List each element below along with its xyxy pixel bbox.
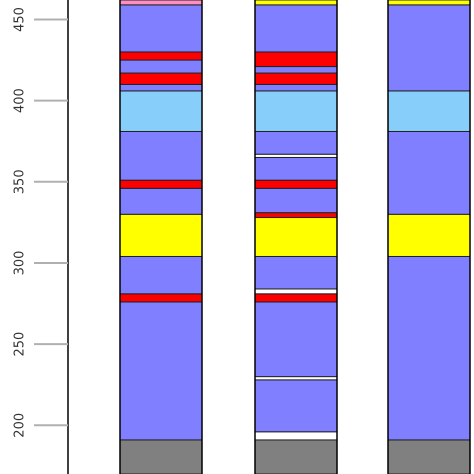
segment-gray [254,439,338,474]
segment-red [254,179,338,189]
columns [119,0,471,474]
segment-gray [387,439,471,474]
segment-pink [119,0,203,6]
segment-blue [254,187,338,214]
column-frame [387,0,471,474]
segment-yellow [254,0,338,6]
segment-blue [254,66,338,74]
y-tick-label: 200 [13,413,28,438]
segment-blue [387,4,471,92]
segment-yellow [387,0,471,6]
segment-red [119,179,203,189]
segment-blue [254,4,338,53]
segment-blue [119,301,203,441]
segment-yellow [387,213,471,257]
segment-red [119,51,203,61]
segment-blue [254,301,338,378]
segment-blue [254,255,338,290]
y-tick-label: 400 [13,88,28,113]
segment-blue [119,187,203,215]
segment-lightblue [387,90,471,132]
segment-red [119,72,203,85]
segment-red [254,212,338,219]
y-tick-label: 350 [13,169,28,194]
y-axis-ticks: 200 250 300 350 400 450 [13,7,68,438]
y-tick-label: 450 [13,7,28,32]
column-frame [254,0,338,474]
y-tick-label: 300 [13,251,28,276]
segment-blue [254,130,338,155]
y-tick-label: 250 [13,332,28,357]
segment-blue [387,130,471,215]
segment-white [254,288,338,295]
column-1 [119,0,203,474]
segment-blue [119,59,203,74]
segment-red [254,293,338,303]
segment-lightblue [119,90,203,132]
segment-red [254,72,338,85]
segment-red [254,51,338,68]
segment-blue [119,130,203,181]
segment-blue [119,4,203,53]
segment-lightblue [254,90,338,132]
segment-red [119,293,203,303]
segment-yellow [254,217,338,257]
segment-blue [119,83,203,92]
segment-white [254,431,338,441]
segment-yellow [119,213,203,257]
segment-blue [119,255,203,295]
segment-blue [387,255,471,441]
segment-blue [254,379,338,433]
column-3 [387,0,471,474]
segment-blue [254,83,338,92]
column-frame [119,0,203,474]
column-2 [254,0,338,474]
segment-blue [254,156,338,181]
segment-gray [119,439,203,474]
